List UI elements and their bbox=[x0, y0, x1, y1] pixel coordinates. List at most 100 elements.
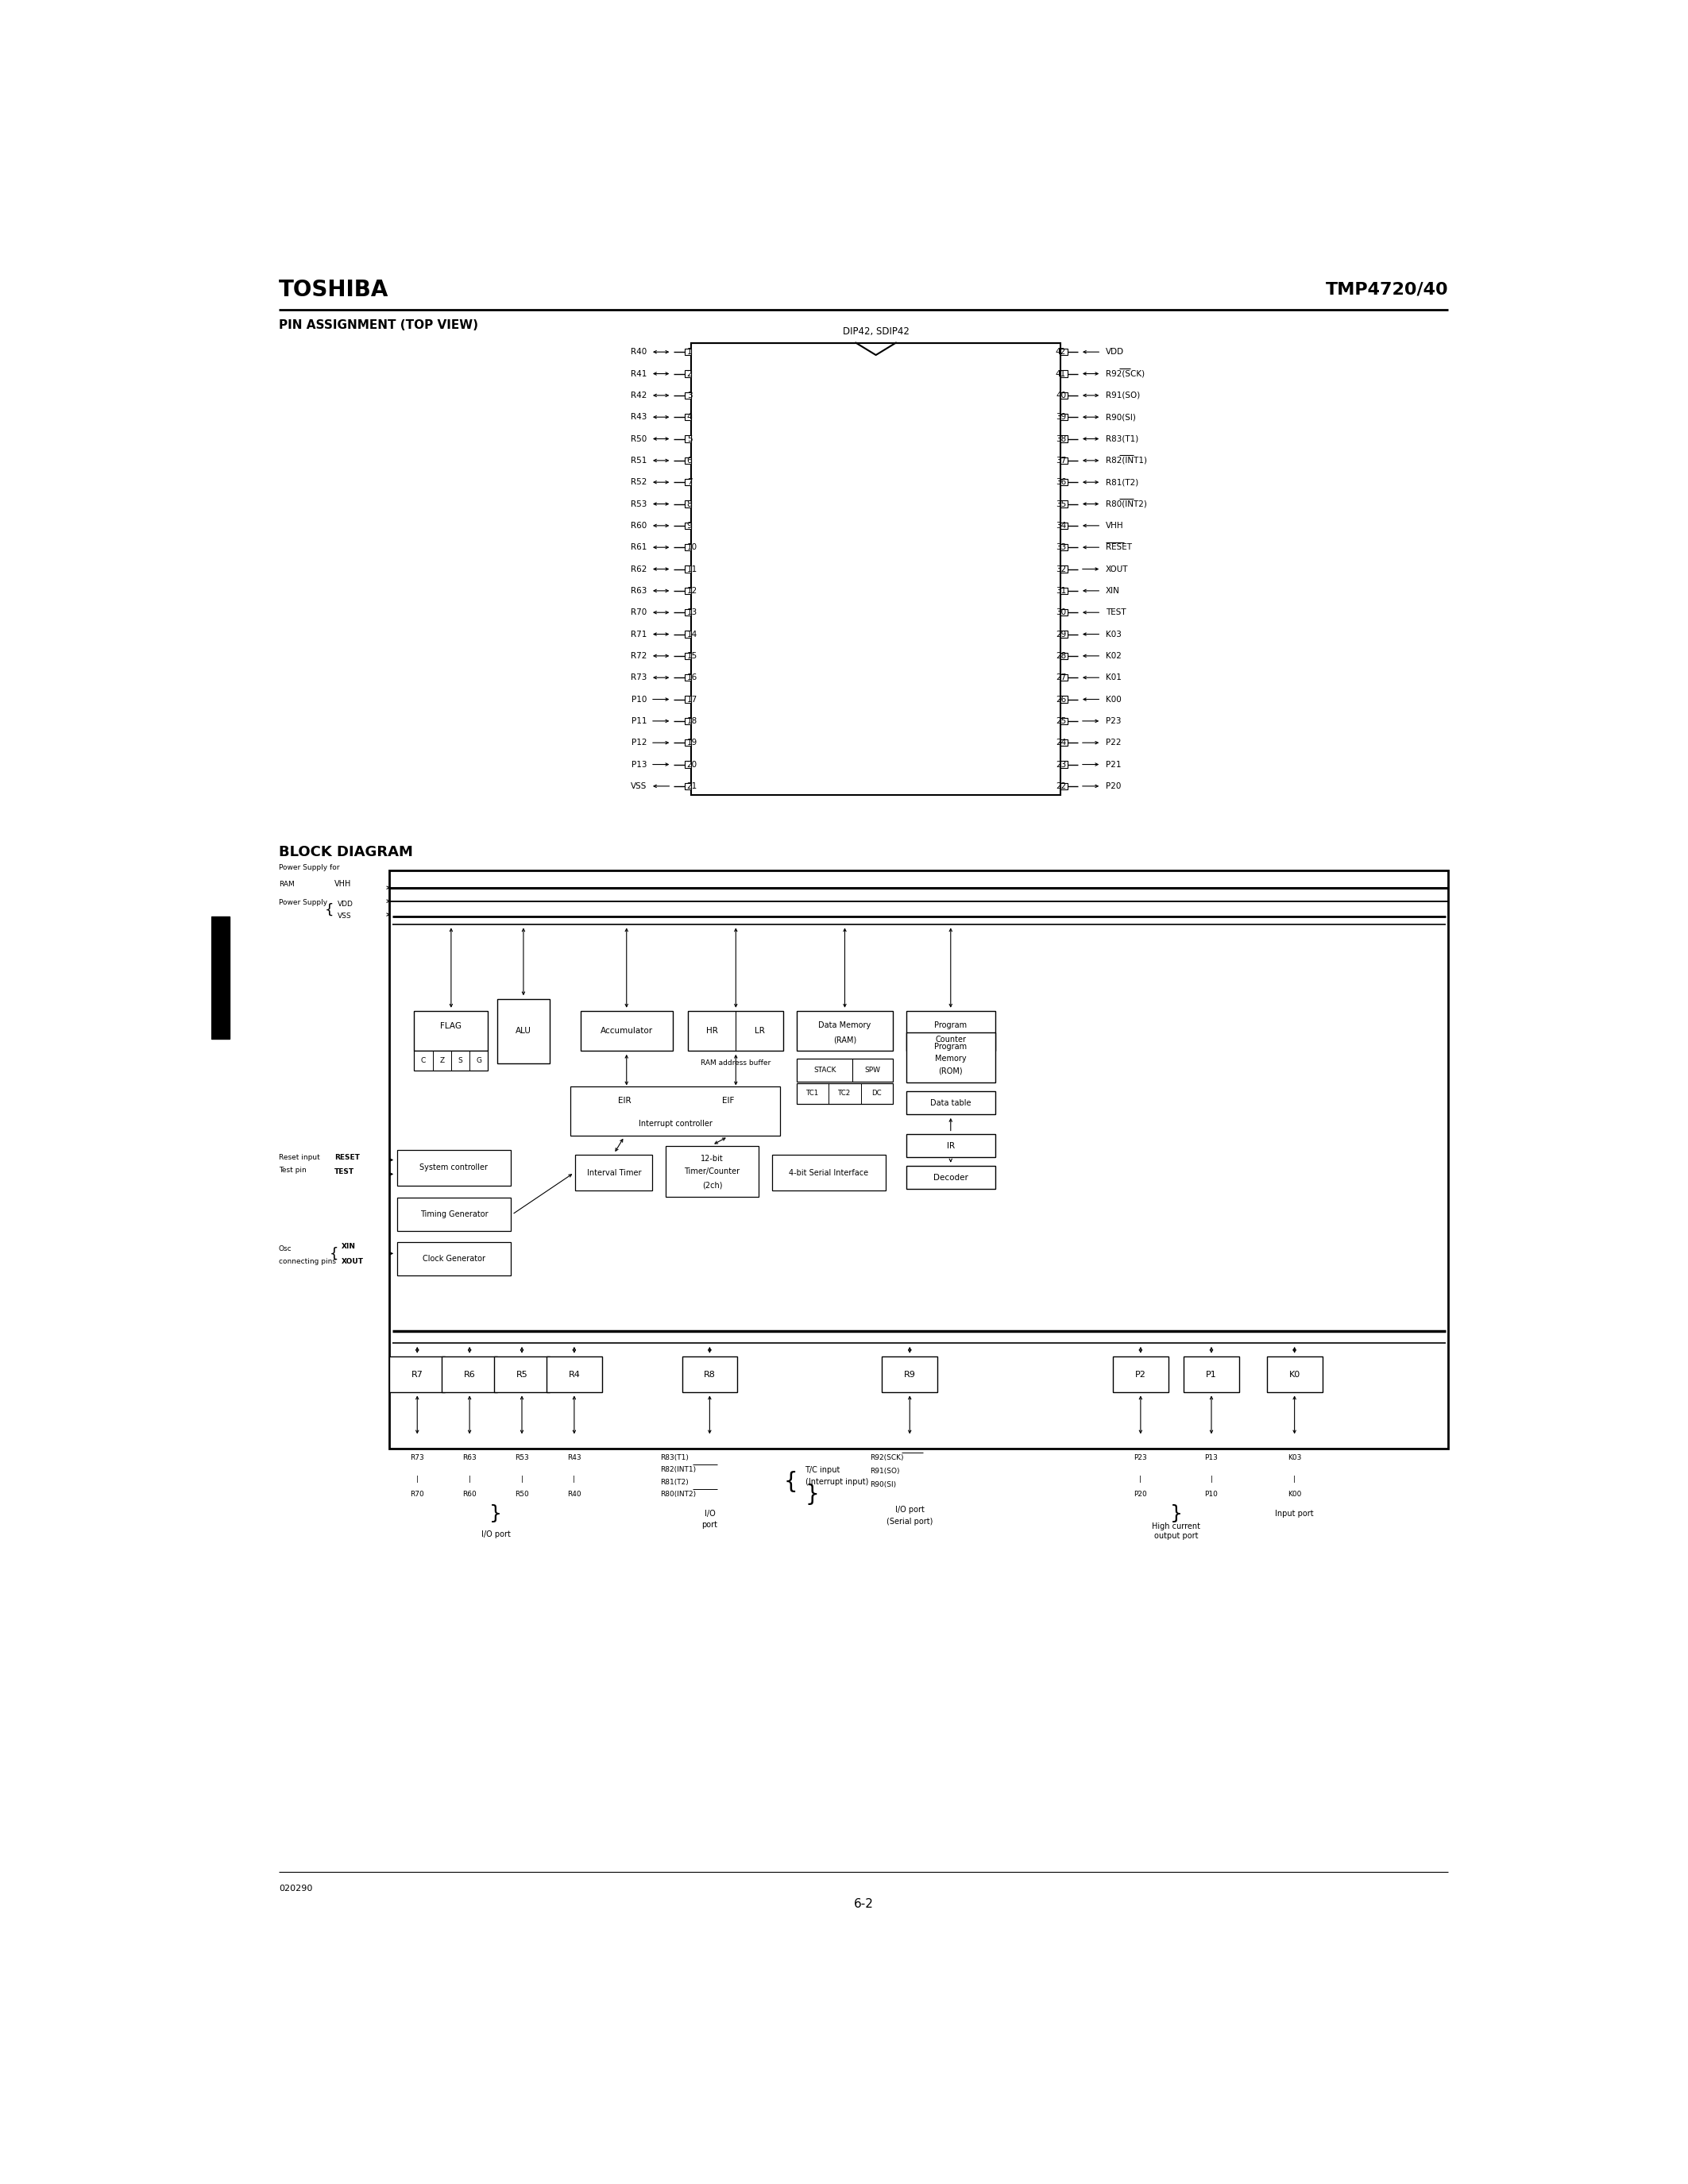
Text: 36: 36 bbox=[1055, 478, 1067, 487]
Bar bbox=[1060, 544, 1067, 550]
Text: R43: R43 bbox=[631, 413, 647, 422]
Text: P12: P12 bbox=[631, 738, 647, 747]
Text: 6: 6 bbox=[687, 456, 692, 465]
Text: High current: High current bbox=[1151, 1522, 1200, 1531]
Bar bbox=[684, 456, 690, 463]
Text: XIN: XIN bbox=[341, 1243, 356, 1251]
Bar bbox=[684, 740, 690, 747]
Text: R82(INT1): R82(INT1) bbox=[660, 1465, 695, 1474]
Text: Reset input: Reset input bbox=[279, 1153, 319, 1162]
Text: Counter: Counter bbox=[935, 1035, 966, 1044]
Text: TC1: TC1 bbox=[807, 1090, 819, 1096]
Text: DC: DC bbox=[871, 1090, 881, 1096]
Text: R91(SO): R91(SO) bbox=[869, 1468, 900, 1474]
Bar bbox=[684, 413, 690, 422]
Text: 20: 20 bbox=[687, 760, 697, 769]
Text: Power Supply: Power Supply bbox=[279, 900, 327, 906]
Text: R5: R5 bbox=[517, 1372, 528, 1378]
Text: 19: 19 bbox=[687, 738, 697, 747]
Text: 15: 15 bbox=[687, 653, 697, 660]
Text: 40: 40 bbox=[1055, 391, 1067, 400]
Text: {: { bbox=[329, 1247, 338, 1260]
Bar bbox=[1060, 675, 1067, 681]
Text: R92(SCK): R92(SCK) bbox=[869, 1455, 903, 1461]
Text: I/O port: I/O port bbox=[895, 1505, 925, 1514]
Text: Osc: Osc bbox=[279, 1245, 292, 1251]
Text: 4: 4 bbox=[687, 413, 692, 422]
Text: Clock Generator: Clock Generator bbox=[422, 1254, 484, 1262]
Text: Accumulator: Accumulator bbox=[601, 1026, 653, 1035]
Bar bbox=[1060, 456, 1067, 463]
Bar bbox=[684, 349, 690, 356]
Text: R9: R9 bbox=[903, 1372, 915, 1378]
Text: 7: 7 bbox=[687, 478, 692, 487]
Text: TEST: TEST bbox=[1106, 609, 1126, 616]
Text: System controller: System controller bbox=[420, 1164, 488, 1171]
Bar bbox=[684, 609, 690, 616]
Text: R71: R71 bbox=[631, 631, 647, 638]
Bar bbox=[906, 1011, 996, 1051]
Text: P10: P10 bbox=[631, 695, 647, 703]
Text: PIN ASSIGNMENT (TOP VIEW): PIN ASSIGNMENT (TOP VIEW) bbox=[279, 319, 478, 332]
Text: R72: R72 bbox=[631, 653, 647, 660]
Text: 10: 10 bbox=[687, 544, 697, 550]
Text: R4: R4 bbox=[569, 1372, 581, 1378]
Text: TMP4720/40: TMP4720/40 bbox=[1325, 282, 1448, 297]
Bar bbox=[684, 393, 690, 400]
Text: connecting pins: connecting pins bbox=[279, 1258, 336, 1265]
Bar bbox=[684, 544, 690, 550]
Bar bbox=[684, 697, 690, 703]
Text: K00: K00 bbox=[1288, 1492, 1301, 1498]
Text: R50: R50 bbox=[631, 435, 647, 443]
Bar bbox=[684, 719, 690, 725]
Text: Timer/Counter: Timer/Counter bbox=[684, 1168, 739, 1175]
Text: |: | bbox=[1139, 1476, 1141, 1483]
Bar bbox=[1060, 653, 1067, 660]
Text: P20: P20 bbox=[1106, 782, 1121, 791]
Bar bbox=[684, 478, 690, 485]
Text: 31: 31 bbox=[1055, 587, 1067, 594]
Bar bbox=[684, 435, 690, 441]
Text: I/O: I/O bbox=[704, 1509, 716, 1518]
Text: R73: R73 bbox=[410, 1455, 424, 1461]
Text: HR: HR bbox=[706, 1026, 717, 1035]
Bar bbox=[390, 871, 1448, 1448]
Text: R80(INT2): R80(INT2) bbox=[660, 1492, 695, 1498]
Bar bbox=[1060, 349, 1067, 356]
Bar bbox=[684, 522, 690, 529]
Bar bbox=[684, 631, 690, 638]
Text: 11: 11 bbox=[687, 566, 697, 572]
Bar bbox=[1060, 740, 1067, 747]
Text: K00: K00 bbox=[1106, 695, 1121, 703]
Bar bbox=[576, 1155, 652, 1190]
Text: R73: R73 bbox=[631, 673, 647, 681]
Bar bbox=[682, 1356, 738, 1391]
Text: R51: R51 bbox=[631, 456, 647, 465]
Text: RESET: RESET bbox=[1106, 544, 1131, 550]
Bar bbox=[547, 1356, 603, 1391]
Text: 13: 13 bbox=[687, 609, 697, 616]
Text: (2ch): (2ch) bbox=[702, 1182, 722, 1190]
Bar bbox=[1060, 782, 1067, 791]
Text: 34: 34 bbox=[1055, 522, 1067, 529]
Bar bbox=[906, 1166, 996, 1188]
Text: 16: 16 bbox=[687, 673, 697, 681]
Bar bbox=[1060, 697, 1067, 703]
Text: TOSHIBA: TOSHIBA bbox=[279, 280, 388, 301]
Text: R81(T2): R81(T2) bbox=[1106, 478, 1138, 487]
Text: Power Supply for: Power Supply for bbox=[279, 865, 339, 871]
Bar bbox=[684, 675, 690, 681]
Text: Interval Timer: Interval Timer bbox=[587, 1168, 641, 1177]
Text: P2: P2 bbox=[1134, 1372, 1146, 1378]
Text: ALU: ALU bbox=[515, 1026, 532, 1035]
Text: R63: R63 bbox=[463, 1455, 476, 1461]
Text: R53: R53 bbox=[631, 500, 647, 509]
Bar bbox=[689, 1011, 783, 1051]
Text: P22: P22 bbox=[1106, 738, 1121, 747]
Bar bbox=[684, 760, 690, 769]
Text: 17: 17 bbox=[687, 695, 697, 703]
Bar bbox=[684, 782, 690, 791]
Bar bbox=[397, 1151, 511, 1186]
Text: TC2: TC2 bbox=[839, 1090, 851, 1096]
Text: C: C bbox=[420, 1057, 425, 1064]
